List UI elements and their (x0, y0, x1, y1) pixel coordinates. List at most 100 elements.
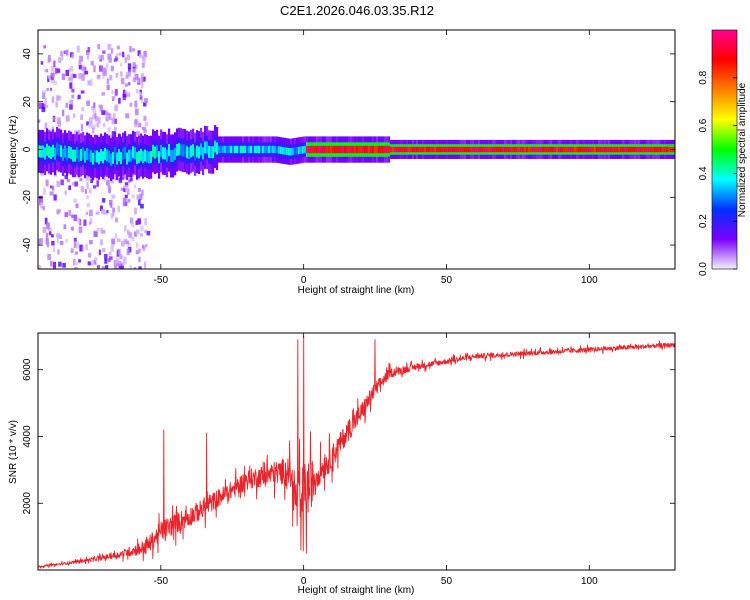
spectrogram-noise-cell (79, 244, 83, 252)
spectrogram-noise-cell (73, 74, 77, 78)
spectrogram-ridge (38, 125, 675, 182)
spectrogram-ridge-cell (451, 146, 455, 153)
spectrogram-ridge-cell (633, 146, 637, 153)
spectrogram-ridge-cell (269, 145, 273, 154)
spectrogram-noise-cell (125, 72, 129, 76)
spectrogram-ridge-cell (577, 146, 581, 153)
spectrogram-ridge-cell (130, 149, 133, 162)
spectrogram-noise-cell (114, 104, 119, 112)
spectrogram-noise-cell (97, 54, 101, 60)
spectrogram-noise-cell (113, 260, 117, 267)
spectrogram-noise-cell (81, 65, 85, 71)
spectrogram-noise-cell (102, 50, 106, 54)
spectrogram-noise-cell (51, 79, 55, 84)
spectrogram-ridge-cell (459, 146, 463, 153)
spectrogram-noise-cell (52, 261, 56, 269)
spectrogram-noise-cell (78, 60, 82, 65)
spectrogram-ridge-cell (387, 145, 391, 154)
spectrogram-ridge-cell (399, 146, 403, 153)
spectrogram-ridge-cell (327, 145, 331, 154)
spectrogram-noise-cell (71, 53, 74, 59)
spectrogram-ridge-cell (246, 145, 249, 154)
spectrogram-ridge-cell (611, 146, 615, 153)
spectrogram-ridge-cell (591, 146, 595, 153)
spectrogram-noise-cell (91, 260, 94, 267)
spectrogram-noise-cell (91, 106, 95, 111)
spectrogram-ridge-cell (265, 145, 269, 154)
spectrogram-noise-cell (65, 115, 70, 122)
spectrogram-noise-cell (88, 209, 93, 217)
spectrogram-noise-cell (59, 241, 64, 246)
spectrogram-ridge-cell (629, 146, 633, 153)
spectrogram-noise-cell (68, 209, 72, 216)
spectrogram-noise-cell (100, 239, 103, 246)
spectrogram-noise-cell (111, 212, 115, 217)
spectrogram-noise-cell (42, 206, 45, 211)
spectrogram-noise-cell (102, 73, 105, 79)
spectrogram-ridge-cell (555, 146, 559, 153)
spectrogram-ridge-cell (507, 146, 511, 153)
spectrogram-ridge-cell (267, 145, 271, 154)
spectrogram-noise-cell (112, 113, 116, 119)
spectrogram-noise-cell (120, 71, 123, 77)
spectrogram-noise-cell (64, 190, 67, 195)
spectrogram-noise-cell (39, 199, 43, 206)
spectrogram-x-tick-label: 100 (581, 275, 598, 286)
snr-series-line (38, 335, 675, 569)
spectrogram-noise-cell (114, 232, 118, 239)
spectrogram-ridge-cell (369, 145, 373, 154)
spectrogram-ridge-cell (483, 146, 487, 153)
spectrogram-noise-cell (107, 43, 112, 50)
spectrogram-ridge-cell (309, 145, 313, 154)
spectrogram-noise-cell (133, 267, 137, 269)
spectrogram-ridge-cell (383, 145, 387, 154)
spectrogram-noise-cell (106, 209, 109, 214)
spectrogram-ridge-cell (365, 145, 369, 154)
spectrogram-noise-cell (53, 80, 57, 85)
spectrogram-ridge-cell (196, 145, 199, 158)
spectrogram-ridge-cell (529, 146, 533, 153)
spectrogram-ridge-cell (625, 146, 629, 153)
spectrogram-noise-cell (106, 179, 110, 186)
spectrogram-ridge-cell (589, 146, 593, 153)
spectrogram-ridge-cell (220, 145, 223, 154)
spectrogram-ridge-cell (311, 145, 315, 154)
spectrogram-ridge-cell (615, 146, 619, 153)
spectrogram-ridge-cell (258, 145, 261, 154)
spectrogram-noise-cell (122, 89, 126, 97)
colorbar-tick-label: 0.0 (698, 262, 709, 276)
spectrogram-noise-cell (125, 185, 128, 193)
spectrogram-noise-cell (127, 71, 131, 77)
spectrogram-noise-cell (87, 261, 91, 266)
spectrogram-ridge-cell (373, 145, 377, 154)
spectrogram-noise-cell (53, 60, 56, 68)
spectrogram-noise-cell (139, 91, 142, 98)
spectrogram-ridge-cell (461, 146, 465, 153)
spectrogram-ridge-cell (100, 149, 103, 162)
spectrogram-ridge-cell (116, 152, 119, 165)
spectrogram-ridge-cell (102, 151, 105, 164)
spectrogram-noise-cell (115, 56, 118, 61)
spectrogram-ridge-cell (503, 146, 507, 153)
spectrogram-noise-cell (124, 83, 128, 87)
spectrogram-ridge-cell (279, 146, 283, 154)
spectrogram-ridge-cell (573, 146, 577, 153)
spectrogram-ridge-cell (411, 146, 415, 153)
spectrogram-ridge-cell (415, 146, 419, 153)
spectrogram-noise-cell (90, 61, 94, 66)
spectrogram-noise-cell (125, 74, 129, 79)
snr-panel: -50 0 50 100 2000 4000 6000 Height of straigh… (8, 332, 676, 596)
spectrogram-ridge-cell (232, 145, 235, 154)
spectrogram-ridge-cell (663, 146, 667, 153)
spectrogram-noise-cell (51, 241, 55, 246)
spectrogram-noise-cell (105, 265, 109, 269)
spectrogram-ridge-cell (385, 145, 389, 154)
spectrogram-noise-cell (50, 87, 53, 91)
spectrogram-noise-cell (89, 218, 93, 224)
spectrogram-noise-cell (51, 96, 55, 103)
spectrogram-noise-cell (62, 263, 66, 268)
spectrogram-ridge-cell (287, 148, 291, 156)
spectrogram-noise-cell (111, 117, 115, 125)
spectrogram-ridge-cell (66, 148, 69, 161)
spectrogram-ridge-cell (289, 148, 293, 156)
